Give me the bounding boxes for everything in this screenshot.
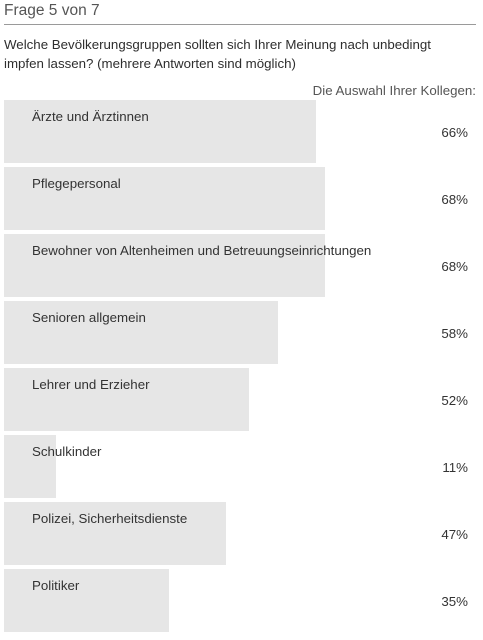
- result-percent: 47%: [441, 527, 468, 542]
- result-percent: 66%: [441, 125, 468, 140]
- result-row-polizei: Polizei, Sicherheitsdienste 47%: [4, 502, 476, 565]
- question-text: Welche Bevölkerungsgruppen sollten sich …: [4, 37, 432, 71]
- result-label: Pflegepersonal: [32, 176, 121, 191]
- result-row-pflegepersonal: Pflegepersonal 68%: [4, 167, 476, 230]
- result-row-schulkinder: Schulkinder 11%: [4, 435, 476, 498]
- result-percent: 52%: [441, 393, 468, 408]
- result-label: Bewohner von Altenheimen und Betreuungse…: [32, 243, 372, 258]
- result-label: Senioren allgemein: [32, 310, 146, 325]
- result-percent: 11%: [442, 460, 468, 475]
- result-row-lehrer: Lehrer und Erzieher 52%: [4, 368, 476, 431]
- result-row-altenheime: Bewohner von Altenheimen und Betreuungse…: [4, 234, 476, 297]
- result-label: Lehrer und Erzieher: [32, 377, 150, 392]
- result-percent: 68%: [441, 192, 468, 207]
- result-row-aerzte: Ärzte und Ärztinnen 66%: [4, 100, 476, 163]
- result-percent: 35%: [441, 594, 468, 609]
- result-label: Politiker: [32, 578, 80, 593]
- results-list: Ärzte und Ärztinnen 66% Pflegepersonal 6…: [4, 100, 476, 636]
- result-label: Ärzte und Ärztinnen: [32, 109, 149, 124]
- result-row-senioren: Senioren allgemein 58%: [4, 301, 476, 364]
- question-counter: Frage 5 von 7: [4, 2, 100, 19]
- result-label: Schulkinder: [32, 444, 102, 459]
- result-percent: 68%: [441, 259, 468, 274]
- result-percent: 58%: [441, 326, 468, 341]
- result-label: Polizei, Sicherheitsdienste: [32, 511, 188, 526]
- results-caption: Die Auswahl Ihrer Kollegen:: [312, 83, 476, 98]
- result-row-politiker: Politiker 35%: [4, 569, 476, 632]
- title-divider: [4, 24, 476, 25]
